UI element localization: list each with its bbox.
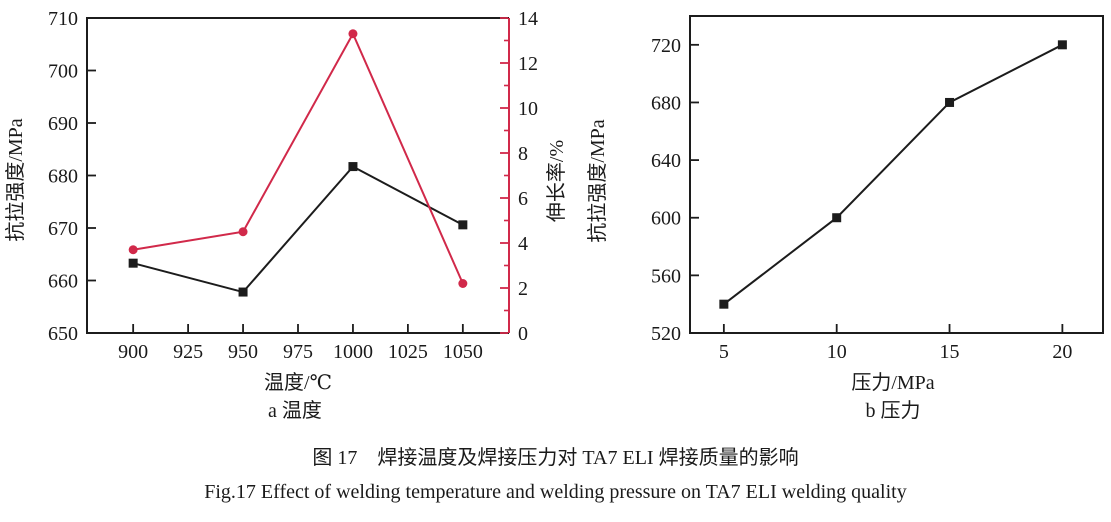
svg-text:975: 975 <box>283 341 313 363</box>
svg-text:2: 2 <box>518 278 528 300</box>
svg-text:1025: 1025 <box>388 341 428 363</box>
svg-text:10: 10 <box>827 341 847 363</box>
svg-text:700: 700 <box>48 61 78 83</box>
svg-text:650: 650 <box>48 323 78 345</box>
chart-b-ylabel: 抗拉强度/MPa <box>586 119 609 242</box>
svg-text:15: 15 <box>940 341 960 363</box>
figure-caption-en: Fig.17 Effect of welding temperature and… <box>204 481 907 503</box>
svg-text:710: 710 <box>48 8 78 30</box>
svg-text:12: 12 <box>518 53 538 75</box>
svg-text:4: 4 <box>518 233 528 255</box>
svg-text:600: 600 <box>651 208 681 230</box>
chart-b-xlabel: 压力/MPa <box>851 371 934 394</box>
svg-text:900: 900 <box>118 341 148 363</box>
svg-text:925: 925 <box>173 341 203 363</box>
figure-caption-zh: 图 17 焊接温度及焊接压力对 TA7 ELI 焊接质量的影响 <box>312 447 799 469</box>
svg-text:10: 10 <box>518 98 538 120</box>
svg-text:20: 20 <box>1052 341 1072 363</box>
svg-text:1000: 1000 <box>333 341 373 363</box>
svg-text:720: 720 <box>651 35 681 57</box>
svg-text:14: 14 <box>518 8 538 30</box>
svg-text:1050: 1050 <box>443 341 483 363</box>
svg-text:660: 660 <box>48 271 78 293</box>
svg-text:640: 640 <box>651 150 681 172</box>
svg-text:6: 6 <box>518 188 528 210</box>
chart-a-ylabel-left: 抗拉强度/MPa <box>4 118 27 241</box>
svg-text:8: 8 <box>518 143 528 165</box>
svg-text:680: 680 <box>651 92 681 114</box>
svg-text:670: 670 <box>48 218 78 240</box>
svg-text:680: 680 <box>48 166 78 188</box>
chart-a-ylabel-right: 伸长率/% <box>545 140 568 222</box>
figure-caption: 图 17 焊接温度及焊接压力对 TA7 ELI 焊接质量的影响 Fig.17 E… <box>0 441 1111 509</box>
chart-a-subcaption: a 温度 <box>268 399 322 422</box>
svg-text:950: 950 <box>228 341 258 363</box>
svg-text:560: 560 <box>651 265 681 287</box>
chart-b-subcaption: b 压力 <box>866 399 921 422</box>
svg-text:5: 5 <box>719 341 729 363</box>
chart-a-xlabel: 温度/℃ <box>264 371 332 394</box>
svg-text:690: 690 <box>48 113 78 135</box>
svg-text:520: 520 <box>651 323 681 345</box>
chart-b-plot: 520 560 600 640 680 720 5 10 15 20 <box>651 15 1104 363</box>
svg-text:0: 0 <box>518 323 528 345</box>
